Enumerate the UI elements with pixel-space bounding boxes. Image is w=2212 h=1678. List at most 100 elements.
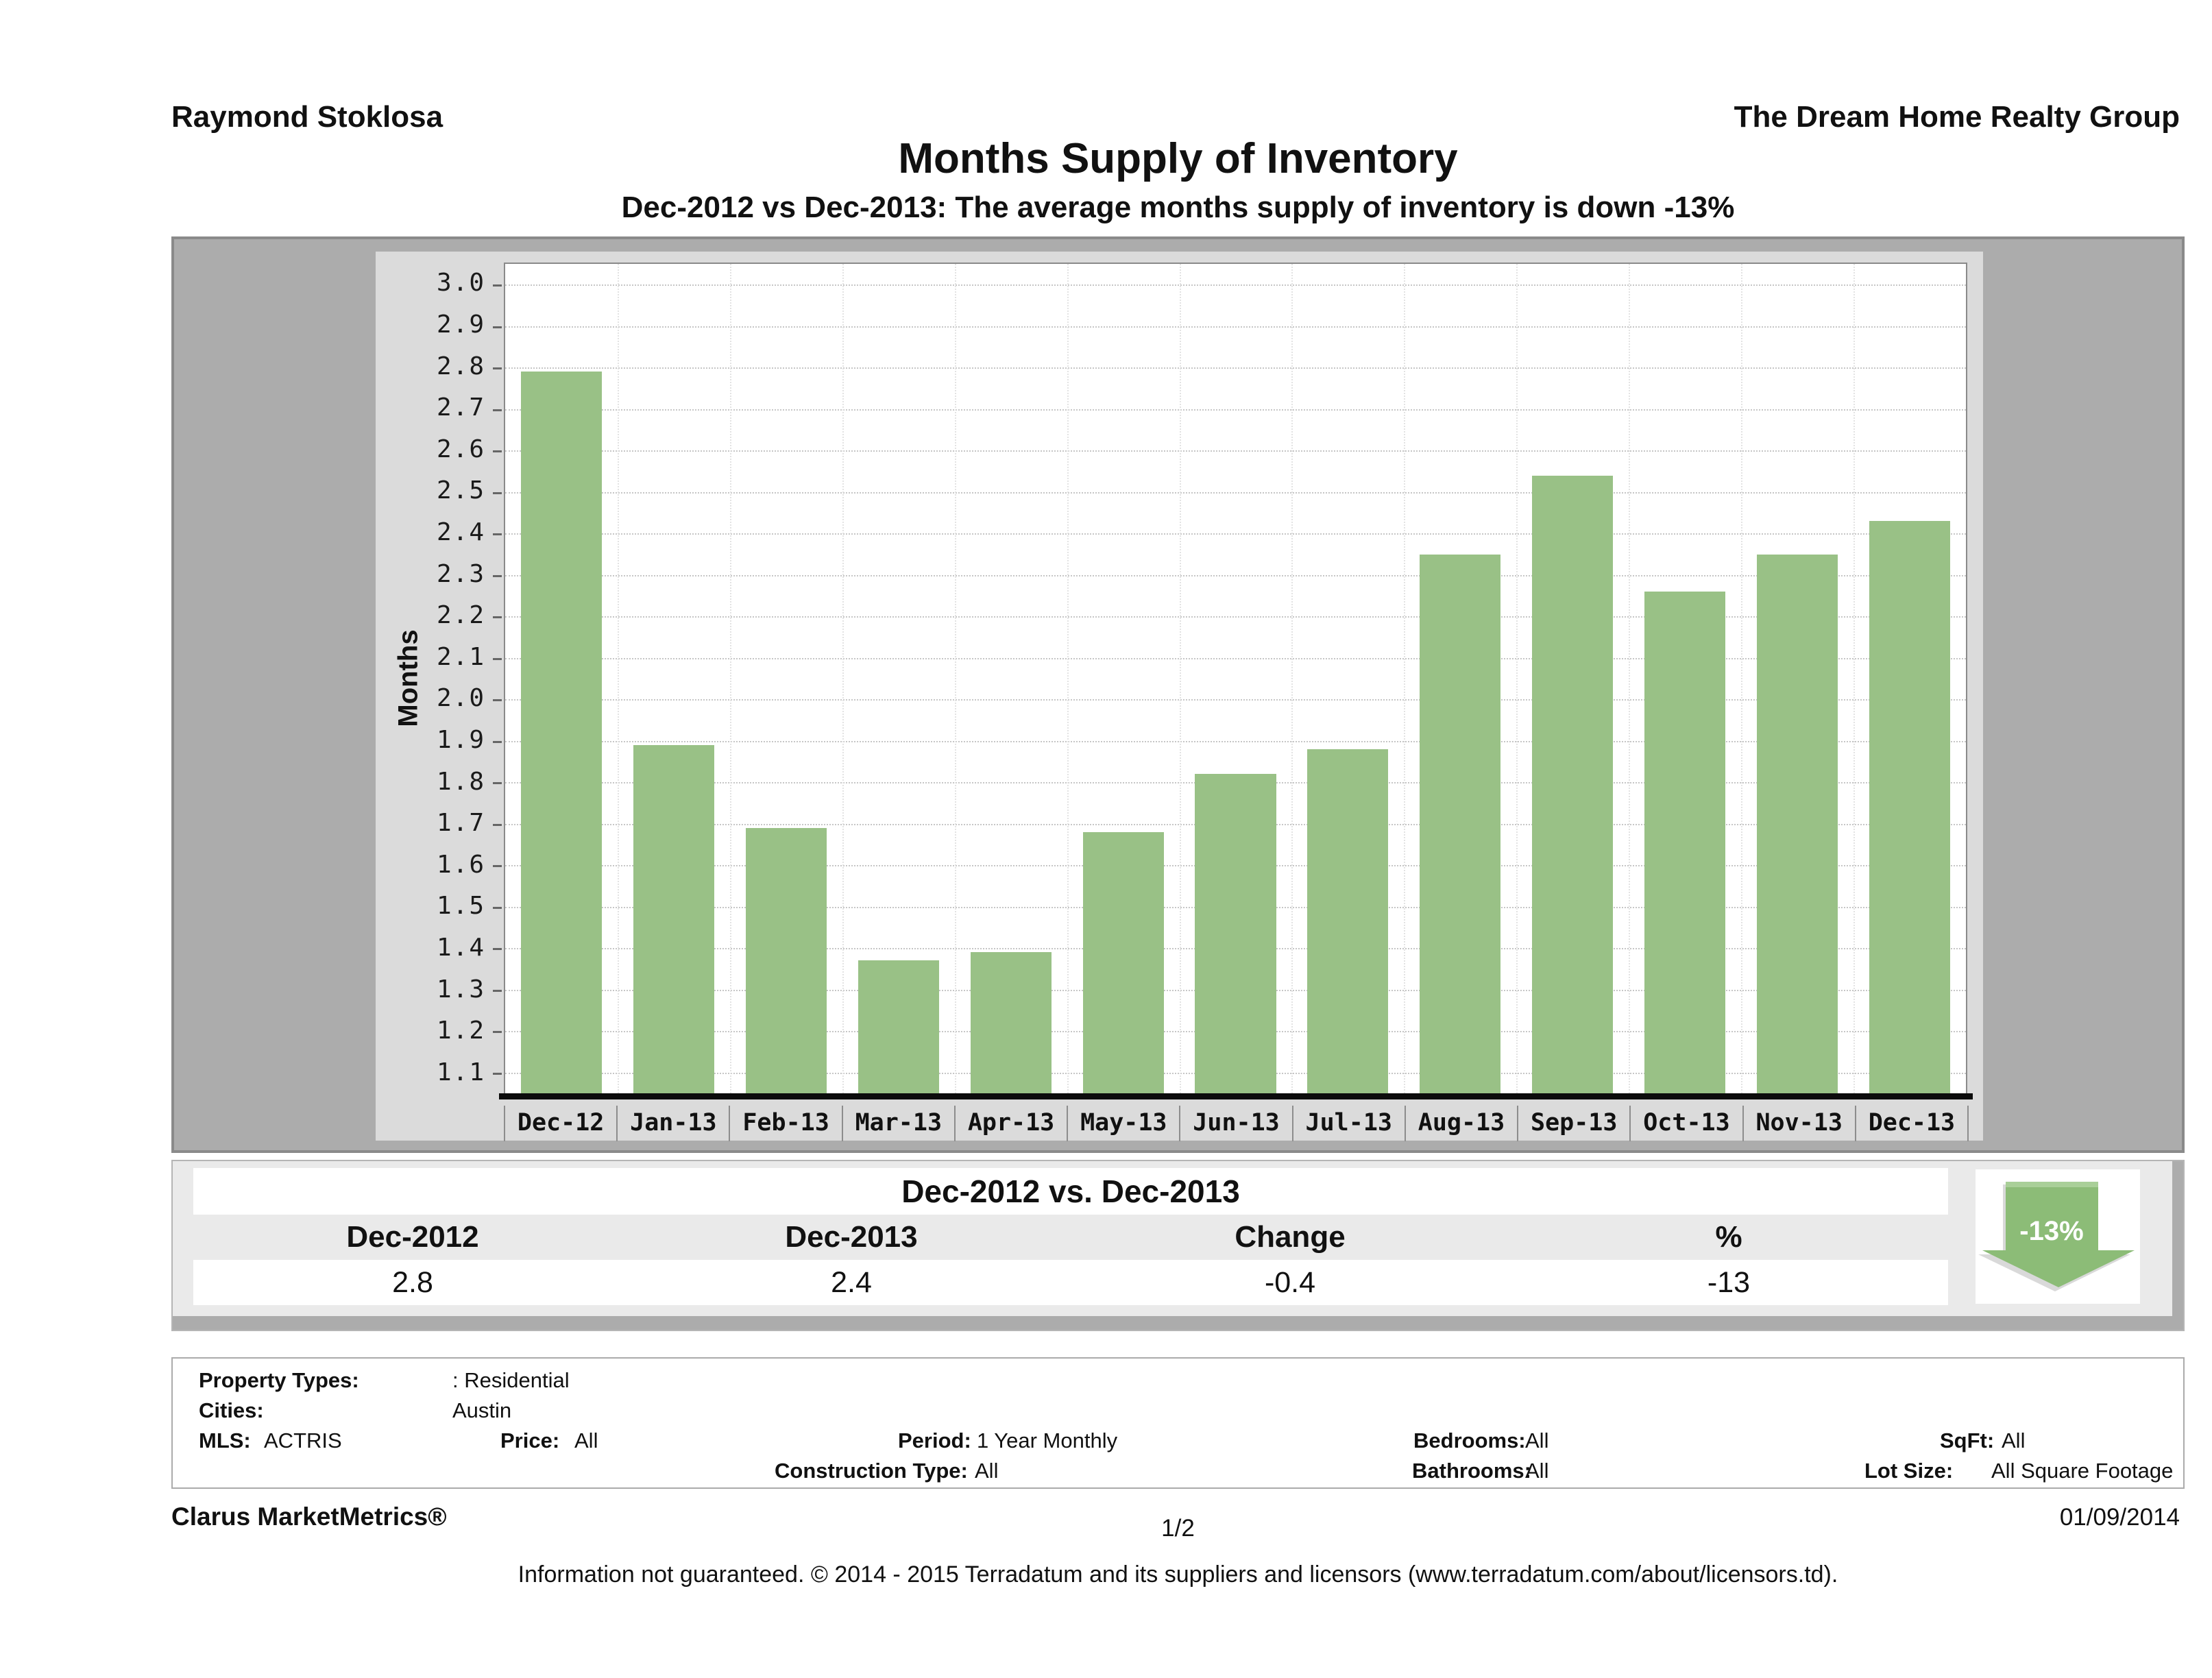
y-tick-label: 2.8 — [436, 352, 485, 380]
summary-header-row: Dec-2012 Dec-2013 Change % — [193, 1215, 1948, 1260]
bathrooms-label: Bathrooms: — [1412, 1459, 1531, 1483]
h-gridline — [493, 533, 1966, 536]
y-tick-label: 1.5 — [436, 892, 485, 921]
v-gridline — [842, 264, 844, 1093]
lot-size-label: Lot Size: — [1864, 1459, 1954, 1483]
bar-Jun-13 — [1195, 774, 1276, 1093]
x-tick-label: Nov-13 — [1742, 1106, 1855, 1141]
details-box: Property Types: : Residential Cities: Au… — [171, 1357, 2185, 1489]
h-gridline — [493, 657, 1966, 660]
y-tick-label: 1.4 — [436, 933, 485, 962]
property-types-value: : Residential — [452, 1368, 570, 1392]
v-gridline — [617, 264, 619, 1093]
v-gridline — [954, 264, 956, 1093]
bar-Dec-12 — [520, 372, 602, 1093]
property-types-label: Property Types: — [199, 1368, 359, 1392]
h-gridline — [493, 574, 1966, 577]
period-value: 1 Year Monthly — [977, 1428, 1118, 1452]
y-tick-label: 2.3 — [436, 559, 485, 588]
summary-value-change: -0.4 — [1264, 1266, 1316, 1299]
y-axis-labels: 3.0 2.9 2.8 2.7 2.6 2.5 2.4 2.3 2.2 2.1 2.0 1.9 1.8 1… — [376, 263, 495, 1093]
h-gridline — [493, 450, 1966, 453]
period-label: Period: — [898, 1428, 971, 1452]
y-tick-label: 1.6 — [436, 850, 485, 879]
down-arrow-icon — [1978, 1182, 2135, 1291]
y-tick-label: 1.8 — [436, 767, 485, 796]
h-gridline — [493, 367, 1966, 370]
h-gridline — [493, 616, 1966, 619]
v-gridline — [1404, 264, 1406, 1093]
y-tick-label: 1.3 — [436, 975, 485, 1004]
y-tick-label: 1.9 — [436, 725, 485, 754]
bar-Jan-13 — [633, 744, 714, 1093]
v-gridline — [1067, 264, 1069, 1093]
page-title: Months Supply of Inventory — [898, 135, 1458, 182]
price-value: All — [574, 1428, 598, 1452]
h-gridline — [493, 491, 1966, 494]
footer-brand: Clarus MarketMetrics® — [171, 1503, 447, 1531]
chart-frame: Months 3.0 2.9 2.8 2.7 2.6 2.5 2.4 2.3 2.2 2.1 2.0… — [171, 236, 2185, 1153]
cities-label: Cities: — [199, 1398, 264, 1422]
x-axis-line — [499, 1093, 1973, 1099]
bar-Apr-13 — [970, 952, 1052, 1093]
price-label: Price: — [500, 1428, 560, 1452]
company-name: The Dream Home Realty Group — [1734, 100, 2180, 134]
summary-band: Dec-2012 vs. Dec-2013 Dec-2012 Dec-2013 … — [171, 1160, 2185, 1331]
h-gridline — [493, 740, 1966, 743]
summary-col-dec2013: Dec-2013 — [785, 1220, 918, 1254]
v-gridline — [1179, 264, 1181, 1093]
summary-value-dec2012: 2.8 — [392, 1266, 433, 1299]
x-tick-label: Dec-13 — [1854, 1106, 1967, 1141]
summary-value-percent: -13 — [1707, 1266, 1751, 1299]
bar-May-13 — [1082, 831, 1164, 1093]
y-tick-label: 2.7 — [436, 393, 485, 422]
chart-panel: Months 3.0 2.9 2.8 2.7 2.6 2.5 2.4 2.3 2.2 2.1 2.0… — [376, 252, 1983, 1141]
lot-size-value: All Square Footage — [1991, 1459, 2174, 1483]
y-tick-label: 1.2 — [436, 1017, 485, 1045]
plot-area — [493, 263, 1967, 1093]
x-tick-label: Aug-13 — [1404, 1106, 1517, 1141]
x-tick-label: Apr-13 — [953, 1106, 1067, 1141]
x-tick-label: Oct-13 — [1629, 1106, 1742, 1141]
summary-col-change: Change — [1235, 1220, 1346, 1254]
summary-value-row: 2.8 2.4 -0.4 -13 — [193, 1260, 1948, 1305]
summary-col-percent: % — [1715, 1220, 1742, 1254]
v-gridline — [729, 264, 731, 1093]
x-axis-labels: Dec-12 Jan-13 Feb-13 Mar-13 Apr-13 May-13 Jun-… — [504, 1106, 1969, 1141]
y-tick-label: 1.7 — [436, 809, 485, 838]
disclaimer: Information not guaranteed. © 2014 - 201… — [518, 1561, 1838, 1588]
h-gridline — [493, 284, 1966, 287]
bar-Mar-13 — [858, 960, 939, 1093]
v-gridline — [1629, 264, 1631, 1093]
agent-name: Raymond Stoklosa — [171, 100, 443, 134]
h-gridline — [493, 409, 1966, 411]
summary-value-dec2013: 2.4 — [831, 1266, 872, 1299]
bedrooms-label: Bedrooms: — [1413, 1428, 1526, 1452]
sqft-label: SqFt: — [1940, 1428, 1995, 1452]
y-tick-label: 2.6 — [436, 435, 485, 463]
bathrooms-value: All — [1525, 1459, 1549, 1483]
mls-value: ACTRIS — [264, 1428, 342, 1452]
bar-Dec-13 — [1869, 521, 1951, 1093]
sqft-value: All — [2002, 1428, 2026, 1452]
y-tick-label: 3.0 — [436, 269, 485, 297]
v-gridline — [1854, 264, 1856, 1093]
v-gridline — [1741, 264, 1743, 1093]
x-tick-label: May-13 — [1067, 1106, 1179, 1141]
summary-col-dec2012: Dec-2012 — [346, 1220, 479, 1254]
y-tick-label: 2.0 — [436, 684, 485, 713]
report-date: 01/09/2014 — [2059, 1504, 2180, 1531]
cities-value: Austin — [452, 1398, 512, 1422]
change-badge: -13% — [1976, 1169, 2140, 1304]
page-number: 1/2 — [1161, 1515, 1195, 1542]
v-gridline — [1516, 264, 1518, 1093]
v-gridline — [1291, 264, 1293, 1093]
y-tick-label: 2.2 — [436, 601, 485, 630]
bar-Jul-13 — [1307, 749, 1389, 1093]
y-tick-label: 2.4 — [436, 518, 485, 546]
y-tick-label: 2.1 — [436, 642, 485, 671]
summary-title: Dec-2012 vs. Dec-2013 — [193, 1168, 1948, 1215]
bar-Oct-13 — [1644, 591, 1726, 1093]
mls-label: MLS: — [199, 1428, 251, 1452]
